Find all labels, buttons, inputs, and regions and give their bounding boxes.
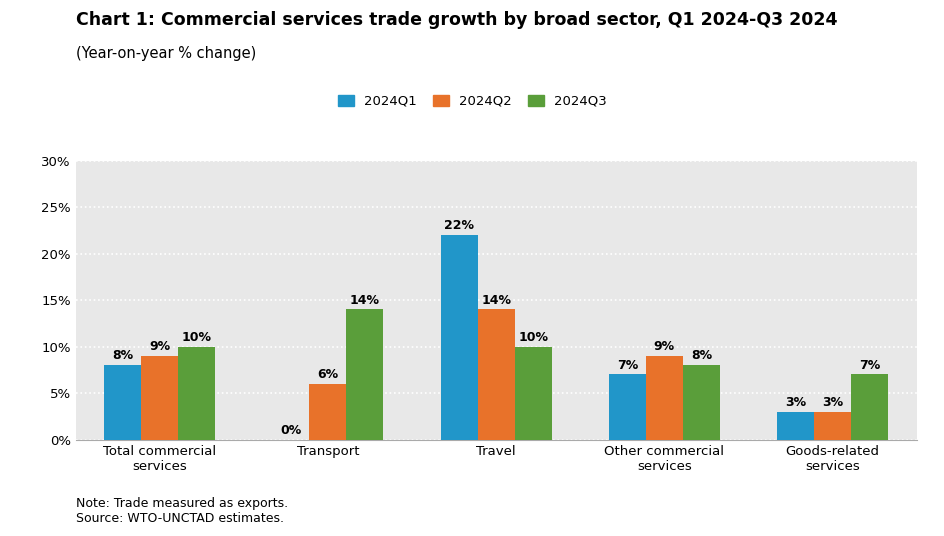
Text: 3%: 3% [821, 396, 842, 409]
Text: 7%: 7% [858, 359, 879, 371]
Text: 8%: 8% [690, 349, 711, 362]
Text: 14%: 14% [480, 294, 511, 307]
Text: 7%: 7% [616, 359, 637, 371]
Text: Chart 1: Commercial services trade growth by broad sector, Q1 2024-Q3 2024: Chart 1: Commercial services trade growt… [76, 11, 836, 29]
Bar [104, 365, 141, 440]
Text: 22%: 22% [444, 219, 474, 232]
Text: 8%: 8% [112, 349, 133, 362]
Text: 9%: 9% [149, 340, 170, 353]
Bar [477, 309, 514, 440]
Text: (Year-on-year % change): (Year-on-year % change) [76, 46, 256, 61]
Bar [851, 375, 887, 440]
Text: 3%: 3% [784, 396, 805, 409]
Bar [608, 375, 645, 440]
Bar [141, 356, 178, 440]
Text: 0%: 0% [280, 424, 301, 437]
Bar [813, 412, 851, 440]
Text: 6%: 6% [317, 368, 338, 381]
Text: 14%: 14% [349, 294, 379, 307]
Bar [440, 235, 477, 440]
Bar [309, 384, 346, 440]
Text: 9%: 9% [653, 340, 674, 353]
Legend: 2024Q1, 2024Q2, 2024Q3: 2024Q1, 2024Q2, 2024Q3 [332, 90, 612, 113]
Text: 10%: 10% [517, 331, 548, 344]
Text: 10%: 10% [181, 331, 211, 344]
Bar [178, 347, 215, 440]
Bar [514, 347, 551, 440]
Bar [776, 412, 813, 440]
Bar [346, 309, 383, 440]
Bar [645, 356, 683, 440]
Text: Note: Trade measured as exports.
Source: WTO-UNCTAD estimates.: Note: Trade measured as exports. Source:… [76, 497, 287, 525]
Bar [683, 365, 719, 440]
